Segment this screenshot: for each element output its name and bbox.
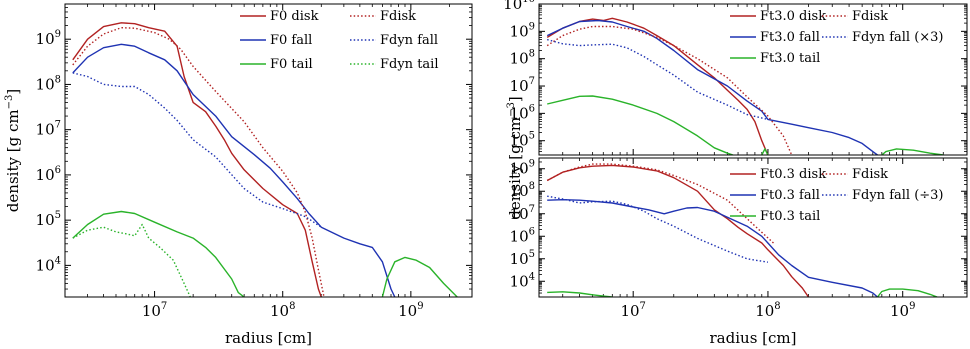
y-tick-label: 109 [510, 159, 535, 178]
legend: Ft3.0 disk Ft3.0 fall Ft3.0 tail Fdisk Fdyn … [730, 9, 944, 66]
y-tick-label: 109 [510, 21, 535, 40]
y-tick-label: 1010 [503, 0, 535, 13]
minor-ticks [538, 157, 968, 298]
x-tick-label: 107 [142, 301, 167, 320]
y-axis-label: density [g cm−3] [506, 96, 524, 219]
y-tick-label: 106 [510, 103, 535, 122]
series-line [547, 95, 734, 155]
series-line [881, 148, 944, 155]
series-group [72, 22, 458, 297]
legend-label: Fdyn fall [380, 33, 438, 48]
series-line [547, 291, 613, 297]
y-tick-label: 109 [36, 29, 61, 48]
x-tick-label: 107 [620, 301, 645, 320]
x-axis-label: radius [cm] [225, 329, 312, 347]
legend-label: Fdyn tail [380, 57, 438, 72]
y-tick-label: 108 [36, 74, 61, 93]
legend-label: Fdyn fall (÷3) [852, 188, 944, 203]
series-line [547, 38, 769, 121]
legend-label: Fdyn fall (×3) [852, 30, 944, 45]
series-line [72, 223, 191, 297]
series-line [546, 19, 878, 155]
y-tick-label: 105 [36, 210, 61, 229]
series-group [546, 163, 938, 297]
series-line [546, 164, 810, 297]
series-line [381, 256, 458, 297]
legend-label: Ft3.0 tail [760, 51, 820, 66]
x-tick-label: 109 [890, 301, 915, 320]
x-tick-label: 109 [398, 301, 423, 320]
series-line [72, 22, 322, 297]
legend-label: Ft0.3 fall [760, 188, 820, 203]
legend-label: F0 fall [270, 33, 312, 48]
y-tick-label: 108 [510, 181, 535, 200]
legend-label: F0 tail [270, 57, 313, 72]
axes-frame [538, 3, 968, 156]
legend-label: Fdisk [852, 9, 888, 24]
axes-frame [64, 3, 473, 298]
x-axis-label: radius [cm] [710, 329, 797, 347]
legend-label: F0 disk [270, 9, 319, 24]
series-group [546, 17, 944, 155]
legend-label: Fdisk [380, 9, 416, 24]
x-tick-label: 108 [755, 301, 780, 320]
y-tick-label: 108 [510, 49, 535, 68]
series-line [876, 288, 938, 297]
series-line [546, 17, 769, 155]
legend-label: Ft3.0 disk [760, 9, 826, 24]
legend-label: Ft0.3 disk [760, 167, 826, 182]
y-tick-label: 107 [510, 76, 535, 95]
y-tick-label: 104 [510, 271, 535, 290]
series-line [72, 210, 245, 297]
y-axis-label: density [g cm−3] [4, 89, 22, 212]
legend: F0 disk F0 fall F0 tail Fdisk Fdyn fall Fdyn … [240, 9, 438, 72]
y-tick-label: 105 [510, 131, 535, 150]
y-tick-label: 107 [36, 120, 61, 139]
series-line [761, 148, 769, 155]
y-tick-label: 107 [510, 204, 535, 223]
series-line [72, 43, 396, 297]
legend: Ft0.3 disk Ft0.3 fall Ft0.3 tail Fdisk Fdyn … [730, 167, 944, 224]
y-tick-label: 104 [36, 255, 61, 274]
series-line [546, 25, 793, 155]
series-line [547, 199, 878, 297]
legend-label: Fdisk [852, 167, 888, 182]
legend-label: Ft3.0 fall [760, 30, 820, 45]
y-tick-label: 106 [510, 226, 535, 245]
series-line [547, 195, 769, 263]
series-line [72, 72, 322, 228]
y-tick-label: 105 [510, 249, 535, 268]
x-tick-label: 108 [270, 301, 295, 320]
panel-1: 107 108 109 104 105 106 107 108 109 F0 disk F0 fal… [4, 3, 473, 347]
series-line [72, 27, 325, 297]
axes-frame [538, 157, 968, 298]
y-tick-label: 106 [36, 165, 61, 184]
legend-label: Ft0.3 tail [760, 209, 820, 224]
